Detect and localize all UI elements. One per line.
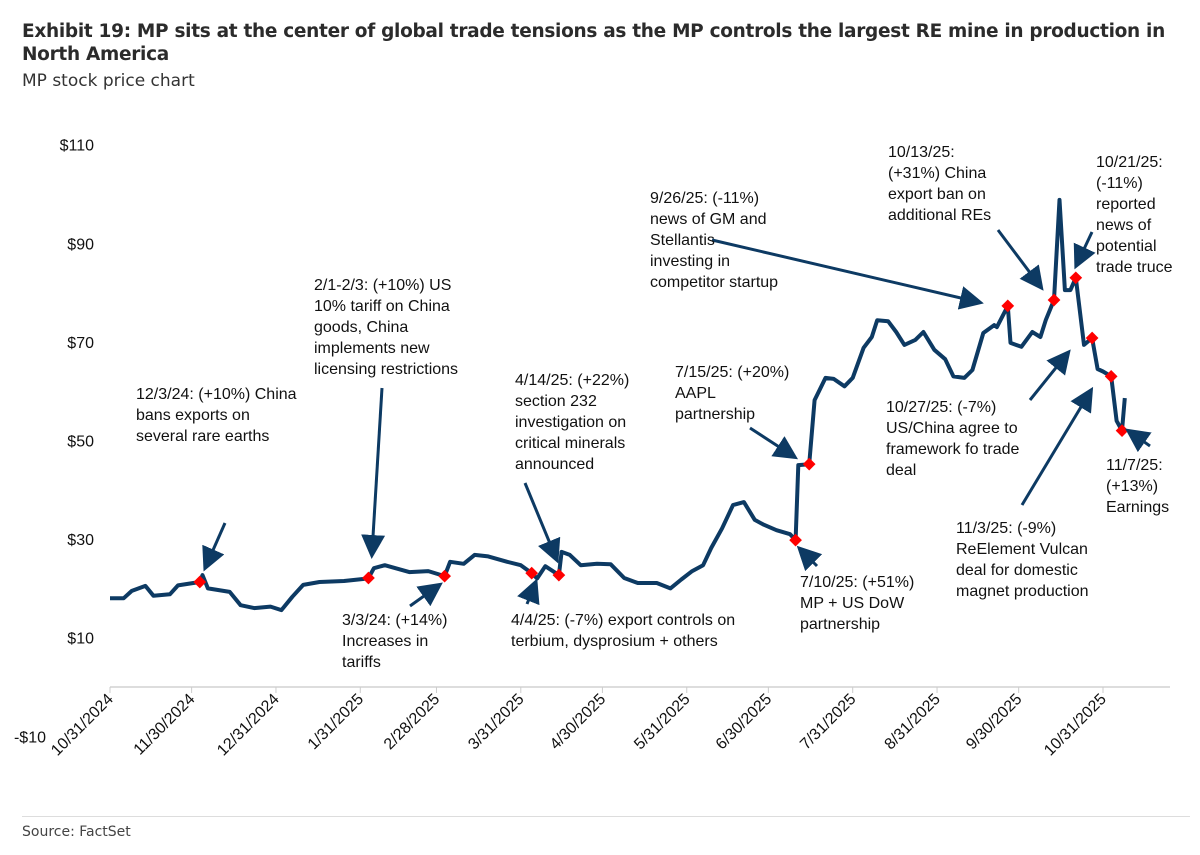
annotation-arrow <box>711 238 984 310</box>
annotation-arrow <box>361 387 386 559</box>
annotation-arrow <box>409 582 443 608</box>
annotation-arrow <box>796 545 823 572</box>
event-marker <box>802 457 816 471</box>
event-marker <box>1047 293 1061 307</box>
source-note: Source: FactSet <box>22 824 131 840</box>
event-annotation: 10/21/25: (-11%) reported news of potent… <box>1096 154 1173 276</box>
y-tick-label: -$10 <box>14 729 46 746</box>
x-tick-label: 9/30/2025 <box>963 691 1025 753</box>
y-tick-label: $10 <box>67 631 94 648</box>
y-tick-label: $90 <box>67 236 94 253</box>
event-marker <box>438 569 451 583</box>
x-tick-label: 4/30/2025 <box>547 691 609 753</box>
event-marker <box>1069 271 1083 285</box>
x-tick-label: 10/31/2025 <box>1041 691 1110 760</box>
annotation-arrow <box>749 426 799 460</box>
x-tick-label: 5/31/2025 <box>631 691 693 753</box>
divider <box>22 816 1190 817</box>
annotation-arrow <box>517 578 540 606</box>
annotation-arrow <box>1020 386 1094 506</box>
event-annotation: 4/4/25: (-7%) export controls on terbium… <box>511 612 736 650</box>
x-tick-label: 10/31/2024 <box>48 691 117 760</box>
event-annotation: 9/26/25: (-11%) news of GM and Stellanti… <box>650 190 779 291</box>
x-tick-label: 8/31/2025 <box>882 691 944 753</box>
annotation-arrow <box>1028 349 1071 401</box>
annotation-arrow <box>202 522 227 572</box>
event-annotation: 4/14/25: (+22%) section 232 investigatio… <box>515 372 630 473</box>
event-annotation: 7/10/25: (+51%) MP + US DoW partnership <box>800 574 915 633</box>
x-tick-label: 6/30/2025 <box>713 691 775 753</box>
x-tick-label: 3/31/2025 <box>465 691 527 753</box>
event-annotation: 10/27/25: (-7%) US/China agree to framew… <box>886 399 1020 479</box>
annotation-arrow <box>523 482 561 564</box>
exhibit-title: Exhibit 19: MP sits at the center of glo… <box>22 21 1165 65</box>
event-annotation: 11/7/25: (+13%) Earnings <box>1106 457 1170 516</box>
x-tick-label: 2/28/2025 <box>381 691 443 753</box>
x-tick-label: 11/30/2024 <box>131 691 199 759</box>
annotation-arrow <box>1125 428 1152 453</box>
annotation-arrow <box>996 229 1044 291</box>
annotation-arrow <box>1073 231 1096 270</box>
price-line <box>110 197 1127 613</box>
event-annotation: 11/3/25: (-9%) ReElement Vulcan deal for… <box>956 520 1089 600</box>
y-tick-label: $110 <box>60 138 95 155</box>
x-tick-label: 12/31/2024 <box>214 691 283 760</box>
x-tick-label: 1/31/2025 <box>305 691 367 753</box>
event-annotation: 7/15/25: (+20%) AAPL partnership <box>675 364 790 423</box>
event-annotation: 3/3/24: (+14%) Increases in tariffs <box>342 612 448 671</box>
event-annotation: 12/3/24: (+10%) China bans exports on se… <box>136 386 297 445</box>
y-tick-label: $50 <box>67 434 94 451</box>
exhibit-subtitle: MP stock price chart <box>22 71 195 91</box>
event-annotation: 10/13/25: (+31%) China export ban on add… <box>888 144 992 224</box>
event-annotation: 2/1-2/3: (+10%) US 10% tariff on China g… <box>314 277 459 378</box>
y-tick-label: $30 <box>67 532 94 549</box>
x-tick-label: 7/31/2025 <box>797 691 859 753</box>
y-tick-label: $70 <box>67 335 94 352</box>
